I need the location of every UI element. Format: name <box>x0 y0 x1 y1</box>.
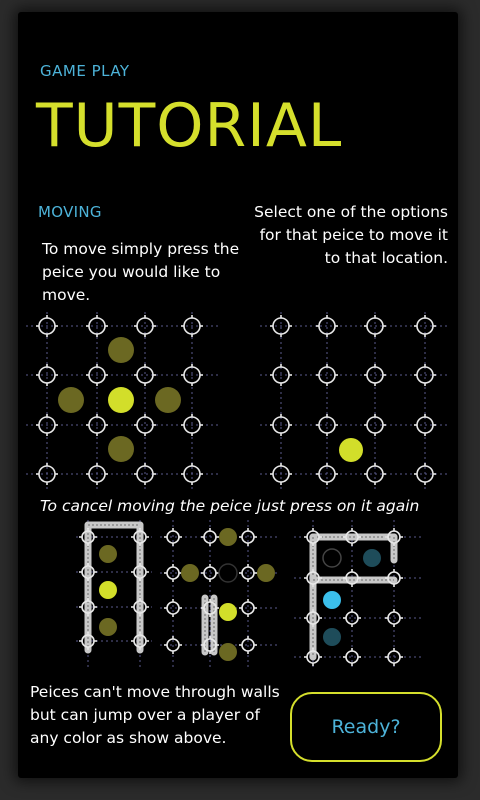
node-ring-icon <box>136 416 154 434</box>
game-piece-icon <box>257 564 275 582</box>
game-piece-icon <box>219 603 237 621</box>
node-ring-icon <box>166 566 180 580</box>
board-diagram-jump <box>160 520 280 670</box>
game-piece-icon <box>218 563 238 583</box>
game-piece-icon <box>322 548 342 568</box>
game-piece-icon <box>58 387 84 413</box>
game-piece-icon <box>108 387 134 413</box>
section-heading: MOVING <box>38 203 102 221</box>
board-diagram-corner-walls <box>294 520 424 670</box>
page-subtitle: GAME PLAY <box>40 62 130 80</box>
game-piece-icon <box>219 643 237 661</box>
game-piece-icon <box>323 628 341 646</box>
game-piece-icon <box>108 337 134 363</box>
game-piece-icon <box>363 549 381 567</box>
select-instruction: Select one of the options for that peice… <box>254 203 448 267</box>
game-piece-icon <box>99 618 117 636</box>
game-piece-icon <box>99 581 117 599</box>
game-piece-icon <box>323 591 341 609</box>
page-title: TUTORIAL <box>36 91 343 161</box>
node-ring-icon <box>241 601 255 615</box>
board-diagram-walls <box>76 520 152 670</box>
board-diagram-moved <box>260 312 450 492</box>
ready-button[interactable]: Ready? <box>290 692 442 762</box>
game-piece-icon <box>219 528 237 546</box>
game-piece-icon <box>155 387 181 413</box>
walls-instruction: Peices can't move through walls but can … <box>30 683 280 747</box>
game-piece-icon <box>339 438 363 462</box>
board-diagram-select <box>26 312 218 492</box>
game-piece-icon <box>181 564 199 582</box>
cancel-instruction: To cancel moving the peice just press on… <box>40 497 420 515</box>
node-ring-icon <box>136 366 154 384</box>
move-instruction: To move simply press the peice you would… <box>42 240 240 304</box>
node-ring-icon <box>136 317 154 335</box>
node-ring-icon <box>241 566 255 580</box>
node-ring-icon <box>345 611 359 625</box>
node-ring-icon <box>166 601 180 615</box>
game-piece-icon <box>108 436 134 462</box>
game-piece-icon <box>99 545 117 563</box>
